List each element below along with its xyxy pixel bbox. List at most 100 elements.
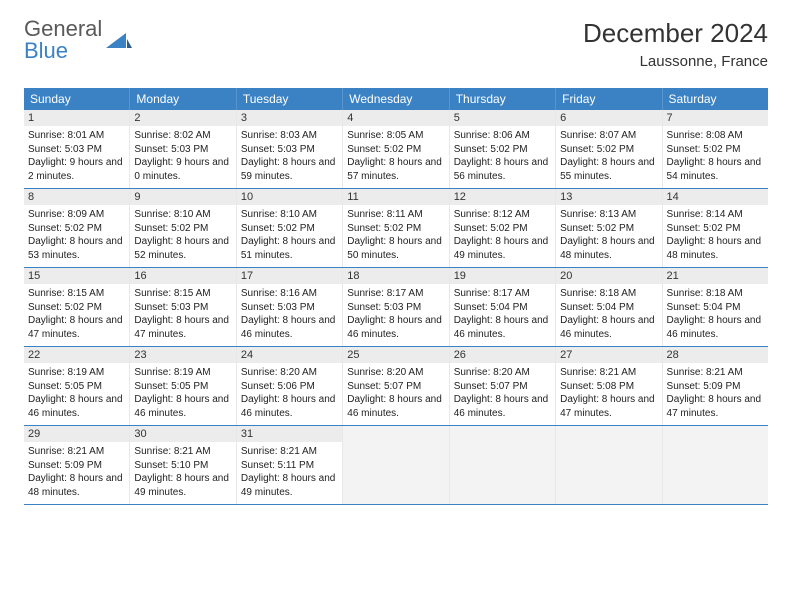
day-body: Sunrise: 8:21 AMSunset: 5:11 PMDaylight:… xyxy=(237,442,342,503)
sunset-line: Sunset: 5:02 PM xyxy=(347,143,444,157)
day-number: 18 xyxy=(343,268,448,284)
day-body: Sunrise: 8:15 AMSunset: 5:02 PMDaylight:… xyxy=(24,284,129,345)
sunrise-line: Sunrise: 8:11 AM xyxy=(347,208,444,222)
day-number: 30 xyxy=(130,426,235,442)
sunset-line: Sunset: 5:09 PM xyxy=(667,380,764,394)
day-number: 11 xyxy=(343,189,448,205)
day-cell: 14Sunrise: 8:14 AMSunset: 5:02 PMDayligh… xyxy=(663,189,768,267)
sunrise-line: Sunrise: 8:21 AM xyxy=(28,445,125,459)
day-cell: 8Sunrise: 8:09 AMSunset: 5:02 PMDaylight… xyxy=(24,189,130,267)
daylight-line: Daylight: 8 hours and 57 minutes. xyxy=(347,156,444,183)
daylight-line: Daylight: 8 hours and 46 minutes. xyxy=(667,314,764,341)
sunset-line: Sunset: 5:04 PM xyxy=(560,301,657,315)
daylight-line: Daylight: 8 hours and 49 minutes. xyxy=(454,235,551,262)
sunrise-line: Sunrise: 8:17 AM xyxy=(454,287,551,301)
sunrise-line: Sunrise: 8:20 AM xyxy=(241,366,338,380)
sunset-line: Sunset: 5:03 PM xyxy=(241,143,338,157)
daylight-line: Daylight: 8 hours and 50 minutes. xyxy=(347,235,444,262)
title-block: December 2024 Laussonne, France xyxy=(583,18,768,70)
day-number: 25 xyxy=(343,347,448,363)
sunrise-line: Sunrise: 8:09 AM xyxy=(28,208,125,222)
day-cell: 4Sunrise: 8:05 AMSunset: 5:02 PMDaylight… xyxy=(343,110,449,188)
sunset-line: Sunset: 5:04 PM xyxy=(454,301,551,315)
daylight-line: Daylight: 8 hours and 47 minutes. xyxy=(667,393,764,420)
day-header: Saturday xyxy=(663,88,768,110)
day-cell: 18 Sunrise: 8:17 AMSunset: 5:03 PMDayligh… xyxy=(343,268,449,346)
day-number: 6 xyxy=(556,110,661,126)
day-cell: 11 Sunrise: 8:11 AMSunset: 5:02 PMDayligh… xyxy=(343,189,449,267)
day-number: 9 xyxy=(130,189,235,205)
day-number: 31 xyxy=(237,426,342,442)
day-cell: 19Sunrise: 8:17 AMSunset: 5:04 PMDayligh… xyxy=(450,268,556,346)
sunset-line: Sunset: 5:03 PM xyxy=(134,301,231,315)
sunset-line: Sunset: 5:03 PM xyxy=(347,301,444,315)
brand-name-part2: Blue xyxy=(24,38,68,63)
sunrise-line: Sunrise: 8:13 AM xyxy=(560,208,657,222)
day-cell: 13Sunrise: 8:13 AMSunset: 5:02 PMDayligh… xyxy=(556,189,662,267)
day-header: Thursday xyxy=(450,88,556,110)
sunrise-line: Sunrise: 8:15 AM xyxy=(28,287,125,301)
sunrise-line: Sunrise: 8:21 AM xyxy=(134,445,231,459)
day-body: Sunrise: 8:21 AMSunset: 5:08 PMDaylight:… xyxy=(556,363,661,424)
day-body: Sunrise: 8:10 AMSunset: 5:02 PMDaylight:… xyxy=(237,205,342,266)
day-number: 13 xyxy=(556,189,661,205)
daylight-line: Daylight: 8 hours and 48 minutes. xyxy=(667,235,764,262)
sunrise-line: Sunrise: 8:01 AM xyxy=(28,129,125,143)
day-body: Sunrise: 8:09 AMSunset: 5:02 PMDaylight:… xyxy=(24,205,129,266)
day-body: Sunrise: 8:02 AMSunset: 5:03 PMDaylight:… xyxy=(130,126,235,187)
calendar-grid: SundayMondayTuesdayWednesdayThursdayFrid… xyxy=(24,88,768,505)
sunrise-line: Sunrise: 8:10 AM xyxy=(134,208,231,222)
daylight-line: Daylight: 8 hours and 54 minutes. xyxy=(667,156,764,183)
day-number: 12 xyxy=(450,189,555,205)
daylight-line: Daylight: 8 hours and 46 minutes. xyxy=(347,314,444,341)
location-text: Laussonne, France xyxy=(583,53,768,70)
day-number: 7 xyxy=(663,110,768,126)
sunset-line: Sunset: 5:02 PM xyxy=(560,222,657,236)
daylight-line: Daylight: 8 hours and 46 minutes. xyxy=(134,393,231,420)
day-cell: 15Sunrise: 8:15 AMSunset: 5:02 PMDayligh… xyxy=(24,268,130,346)
day-cell: 16Sunrise: 8:15 AMSunset: 5:03 PMDayligh… xyxy=(130,268,236,346)
sunrise-line: Sunrise: 8:17 AM xyxy=(347,287,444,301)
sunrise-line: Sunrise: 8:05 AM xyxy=(347,129,444,143)
day-header: Sunday xyxy=(24,88,130,110)
sunrise-line: Sunrise: 8:20 AM xyxy=(454,366,551,380)
sunset-line: Sunset: 5:06 PM xyxy=(241,380,338,394)
day-number: 20 xyxy=(556,268,661,284)
day-cell: 9Sunrise: 8:10 AMSunset: 5:02 PMDaylight… xyxy=(130,189,236,267)
sunset-line: Sunset: 5:09 PM xyxy=(28,459,125,473)
sunset-line: Sunset: 5:02 PM xyxy=(347,222,444,236)
day-body: Sunrise: 8:15 AMSunset: 5:03 PMDaylight:… xyxy=(130,284,235,345)
day-cell: 6Sunrise: 8:07 AMSunset: 5:02 PMDaylight… xyxy=(556,110,662,188)
day-cell: 23Sunrise: 8:19 AMSunset: 5:05 PMDayligh… xyxy=(130,347,236,425)
day-number: 3 xyxy=(237,110,342,126)
day-body: Sunrise: 8:20 AMSunset: 5:06 PMDaylight:… xyxy=(237,363,342,424)
sunset-line: Sunset: 5:02 PM xyxy=(28,222,125,236)
day-cell: 20Sunrise: 8:18 AMSunset: 5:04 PMDayligh… xyxy=(556,268,662,346)
day-body: Sunrise: 8:21 AMSunset: 5:09 PMDaylight:… xyxy=(663,363,768,424)
daylight-line: Daylight: 8 hours and 46 minutes. xyxy=(241,393,338,420)
day-body: Sunrise: 8:20 AMSunset: 5:07 PMDaylight:… xyxy=(343,363,448,424)
sunset-line: Sunset: 5:02 PM xyxy=(667,222,764,236)
day-body: Sunrise: 8:21 AMSunset: 5:09 PMDaylight:… xyxy=(24,442,129,503)
daylight-line: Daylight: 9 hours and 0 minutes. xyxy=(134,156,231,183)
week-row: 29Sunrise: 8:21 AMSunset: 5:09 PMDayligh… xyxy=(24,426,768,505)
day-body: Sunrise: 8:05 AMSunset: 5:02 PMDaylight:… xyxy=(343,126,448,187)
day-header: Wednesday xyxy=(343,88,449,110)
sunrise-line: Sunrise: 8:19 AM xyxy=(134,366,231,380)
daylight-line: Daylight: 8 hours and 46 minutes. xyxy=(454,314,551,341)
sunset-line: Sunset: 5:08 PM xyxy=(560,380,657,394)
sunrise-line: Sunrise: 8:02 AM xyxy=(134,129,231,143)
day-number: 1 xyxy=(24,110,129,126)
day-number: 15 xyxy=(24,268,129,284)
sunset-line: Sunset: 5:10 PM xyxy=(134,459,231,473)
sunset-line: Sunset: 5:04 PM xyxy=(667,301,764,315)
day-number: 27 xyxy=(556,347,661,363)
day-body: Sunrise: 8:17 AMSunset: 5:04 PMDaylight:… xyxy=(450,284,555,345)
page-header: General Blue December 2024 Laussonne, Fr… xyxy=(24,18,768,70)
daylight-line: Daylight: 8 hours and 46 minutes. xyxy=(347,393,444,420)
empty-day-cell xyxy=(343,426,449,504)
day-number: 10 xyxy=(237,189,342,205)
day-body: Sunrise: 8:06 AMSunset: 5:02 PMDaylight:… xyxy=(450,126,555,187)
day-cell: 2Sunrise: 8:02 AMSunset: 5:03 PMDaylight… xyxy=(130,110,236,188)
daylight-line: Daylight: 8 hours and 59 minutes. xyxy=(241,156,338,183)
